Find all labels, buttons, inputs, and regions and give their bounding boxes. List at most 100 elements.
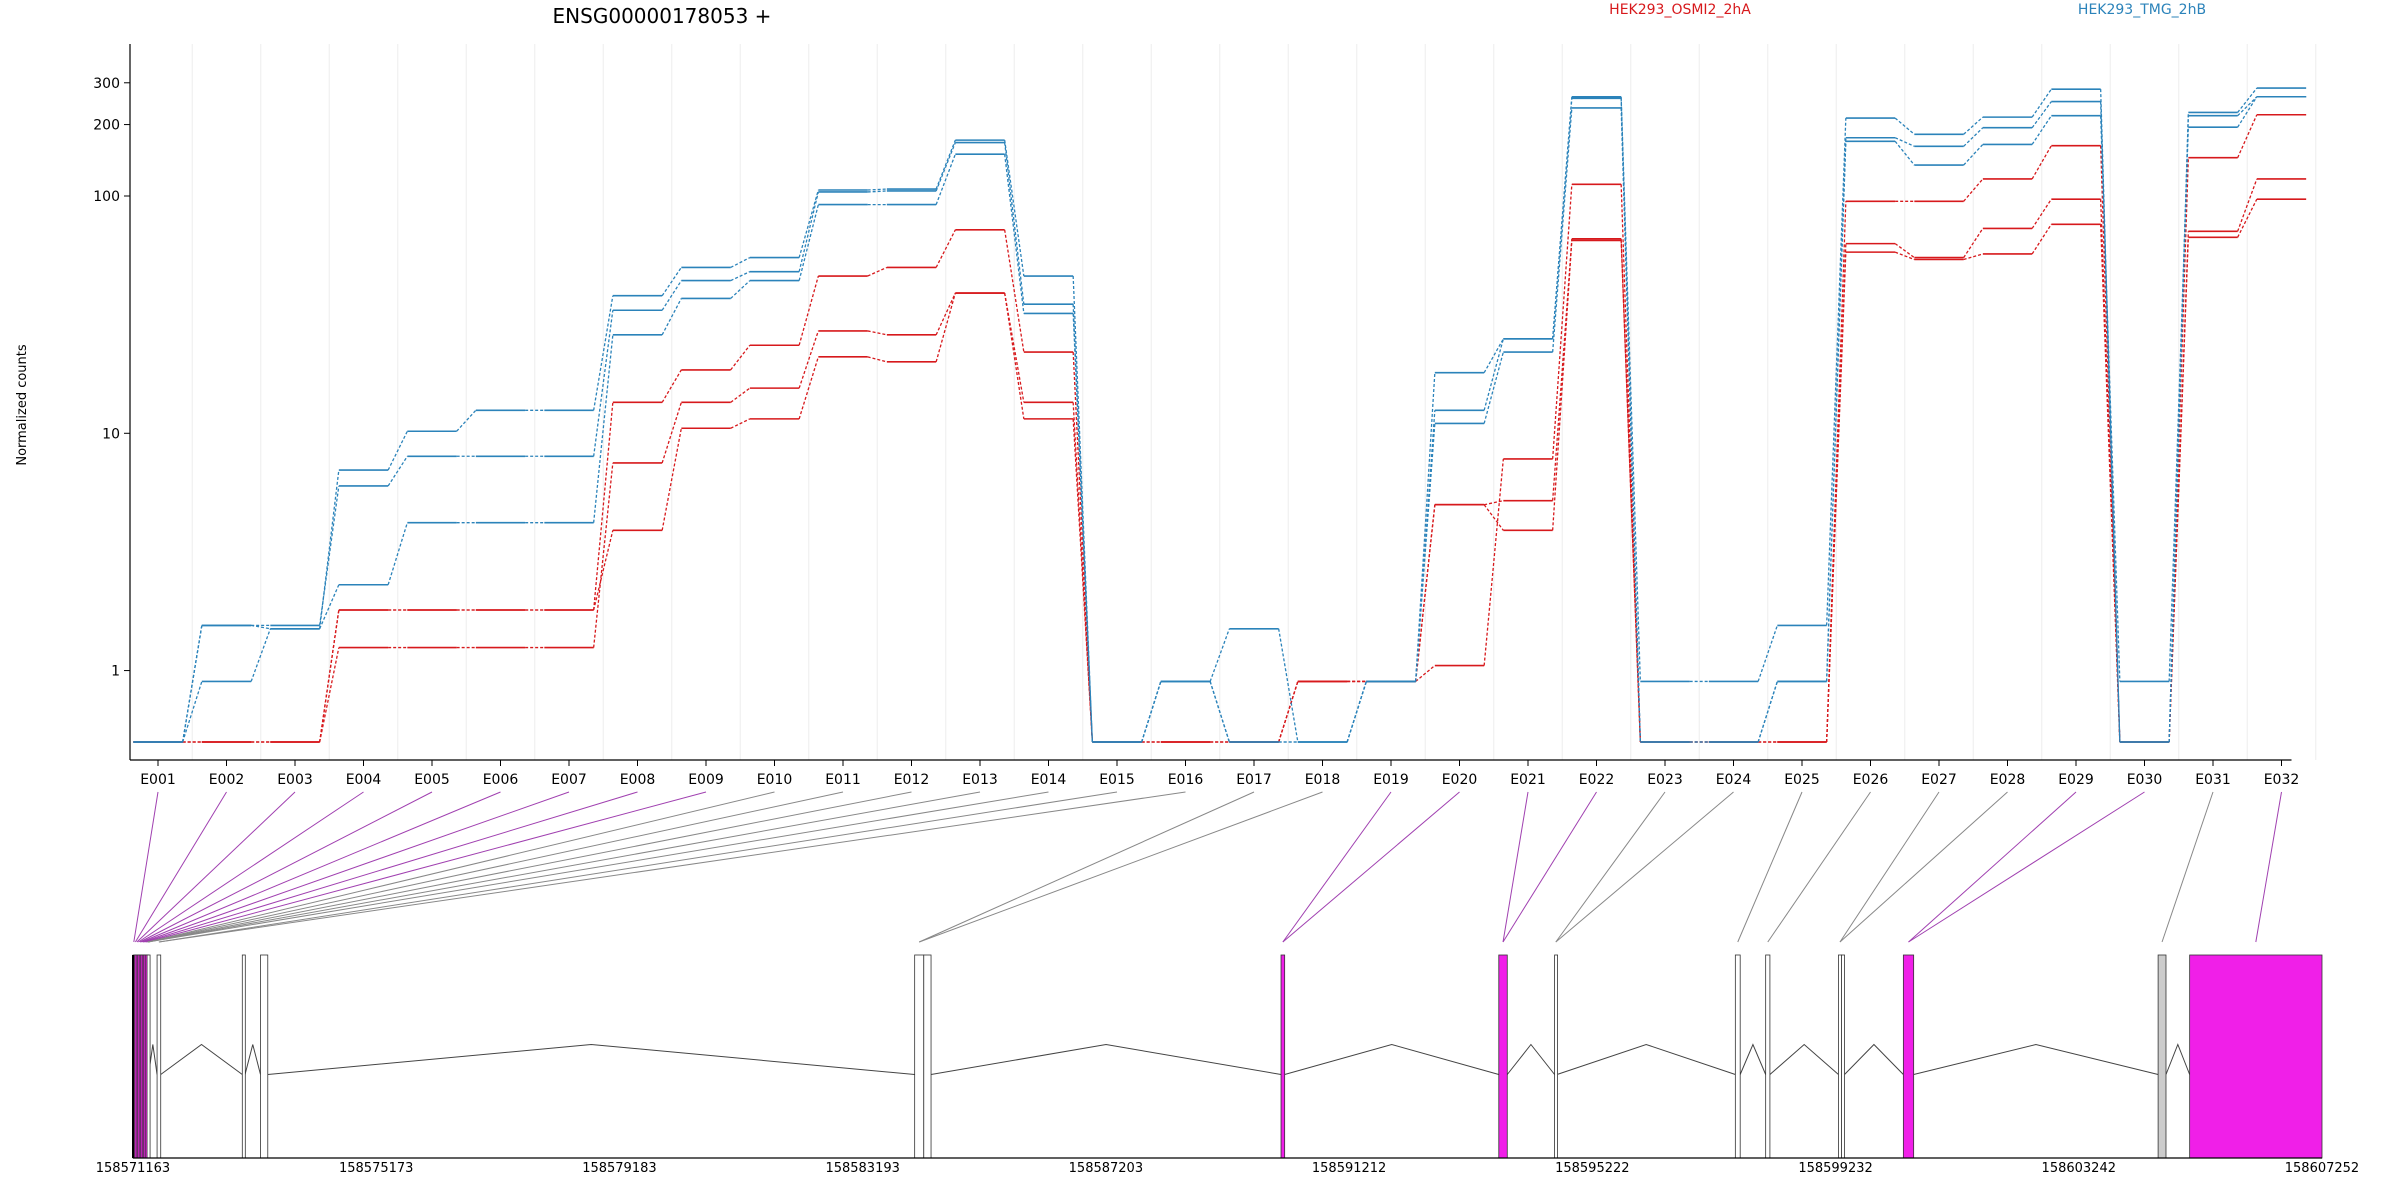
series-link (2031, 223, 2052, 255)
x-tick-label: E019 (1373, 772, 1409, 788)
coord-tick-label: 158607252 (2285, 1161, 2359, 1176)
series-link (1209, 681, 1230, 743)
series-link (319, 584, 340, 630)
exon-box (2189, 954, 2323, 1159)
series-link (661, 369, 682, 403)
connector-line (1502, 791, 1597, 943)
series-link (867, 356, 888, 363)
series-link (798, 356, 819, 420)
series-link (2237, 114, 2258, 158)
series-link (387, 522, 408, 585)
connector-line (134, 791, 227, 943)
y-tick-label: 10 (102, 426, 120, 442)
intron-line (1739, 1043, 1767, 1075)
series-link (2237, 96, 2258, 128)
connector-line (1767, 791, 1871, 943)
exon-connector-lines (133, 791, 2282, 943)
series-link (1894, 140, 1915, 166)
series-link (661, 298, 682, 336)
exon-box (1734, 954, 1741, 1159)
connector-line (141, 791, 501, 943)
connector-line (147, 791, 981, 943)
connector-line (1737, 791, 1803, 943)
series-link (593, 462, 614, 648)
intron-line (267, 1043, 915, 1075)
series-link (1415, 665, 1436, 682)
series-link (2237, 87, 2258, 113)
exon-box (1554, 954, 1558, 1159)
series-link (1483, 458, 1504, 666)
x-tick-label: E002 (209, 772, 245, 788)
exon-box (156, 954, 162, 1159)
intron-line (160, 1043, 243, 1075)
series-link (251, 624, 271, 630)
series-link (1141, 681, 1162, 743)
series-link (935, 229, 956, 268)
connector-line (1908, 791, 2145, 943)
connector-line (1908, 791, 2077, 943)
x-axis: E001 E002 E003 E004 E005 E006 E007 E008 E009 E010… (130, 759, 2300, 788)
series-link (1004, 292, 1025, 419)
intron-line (1844, 1043, 1904, 1075)
x-tick-label: E012 (894, 772, 930, 788)
exon-box (914, 954, 925, 1159)
coord-tick-label: 158571163 (96, 1161, 170, 1176)
series-link (387, 430, 408, 471)
x-tick-label: E017 (1236, 772, 1272, 788)
x-tick-label: E031 (2195, 772, 2231, 788)
series-link (1552, 184, 1573, 459)
exon-box (923, 954, 932, 1159)
connector-line (136, 791, 296, 943)
series-link (798, 191, 819, 272)
connector-line (147, 791, 1049, 943)
series-link (1963, 253, 1984, 261)
x-tick-label: E013 (962, 772, 998, 788)
series-link (1483, 338, 1504, 411)
x-tick-label: E006 (483, 772, 519, 788)
coord-tick-label: 158575173 (339, 1161, 413, 1176)
series-link (2100, 115, 2121, 682)
series-link (1072, 275, 1093, 743)
series-link (1826, 141, 1847, 682)
series-link (1004, 142, 1025, 305)
connector-line (147, 791, 912, 943)
coord-tick-label: 158595222 (1555, 1161, 1629, 1176)
x-tick-label: E032 (2264, 772, 2300, 788)
intron-line (2165, 1043, 2191, 1075)
series-link (935, 292, 956, 336)
x-tick-label: E027 (1921, 772, 1957, 788)
series-link (1209, 628, 1230, 682)
series-link (1894, 137, 1915, 147)
x-tick-label: E007 (551, 772, 587, 788)
series-link (1826, 252, 1847, 743)
intron-line (1913, 1043, 2159, 1075)
series-link (2031, 145, 2052, 180)
series-link (1757, 681, 1778, 743)
series-link (593, 310, 614, 457)
series-link (1483, 338, 1504, 374)
series-link (1620, 107, 1641, 743)
series-link (1346, 681, 1367, 743)
x-tick-label: E009 (688, 772, 724, 788)
series-link (250, 628, 271, 682)
series-link (2237, 178, 2258, 232)
exon-box (146, 954, 151, 1159)
connector-line (919, 791, 1323, 943)
intron-line (244, 1044, 261, 1075)
y-tick-label: 100 (93, 189, 120, 205)
coord-tick-label: 158579183 (582, 1161, 656, 1176)
vertical-gridlines (191, 44, 2317, 760)
connector-line (158, 791, 1118, 943)
series-link (319, 647, 340, 743)
connector-line (1555, 791, 1734, 943)
connector-line (1839, 791, 2008, 943)
x-tick-label: E018 (1305, 772, 1341, 788)
x-tick-label: E001 (140, 772, 176, 788)
series-link (2100, 224, 2121, 743)
coord-tick-label: 158587203 (1069, 1161, 1143, 1176)
series-link (319, 469, 340, 629)
series-link (2237, 96, 2258, 117)
x-tick-label: E021 (1510, 772, 1546, 788)
series-link (1483, 351, 1504, 424)
